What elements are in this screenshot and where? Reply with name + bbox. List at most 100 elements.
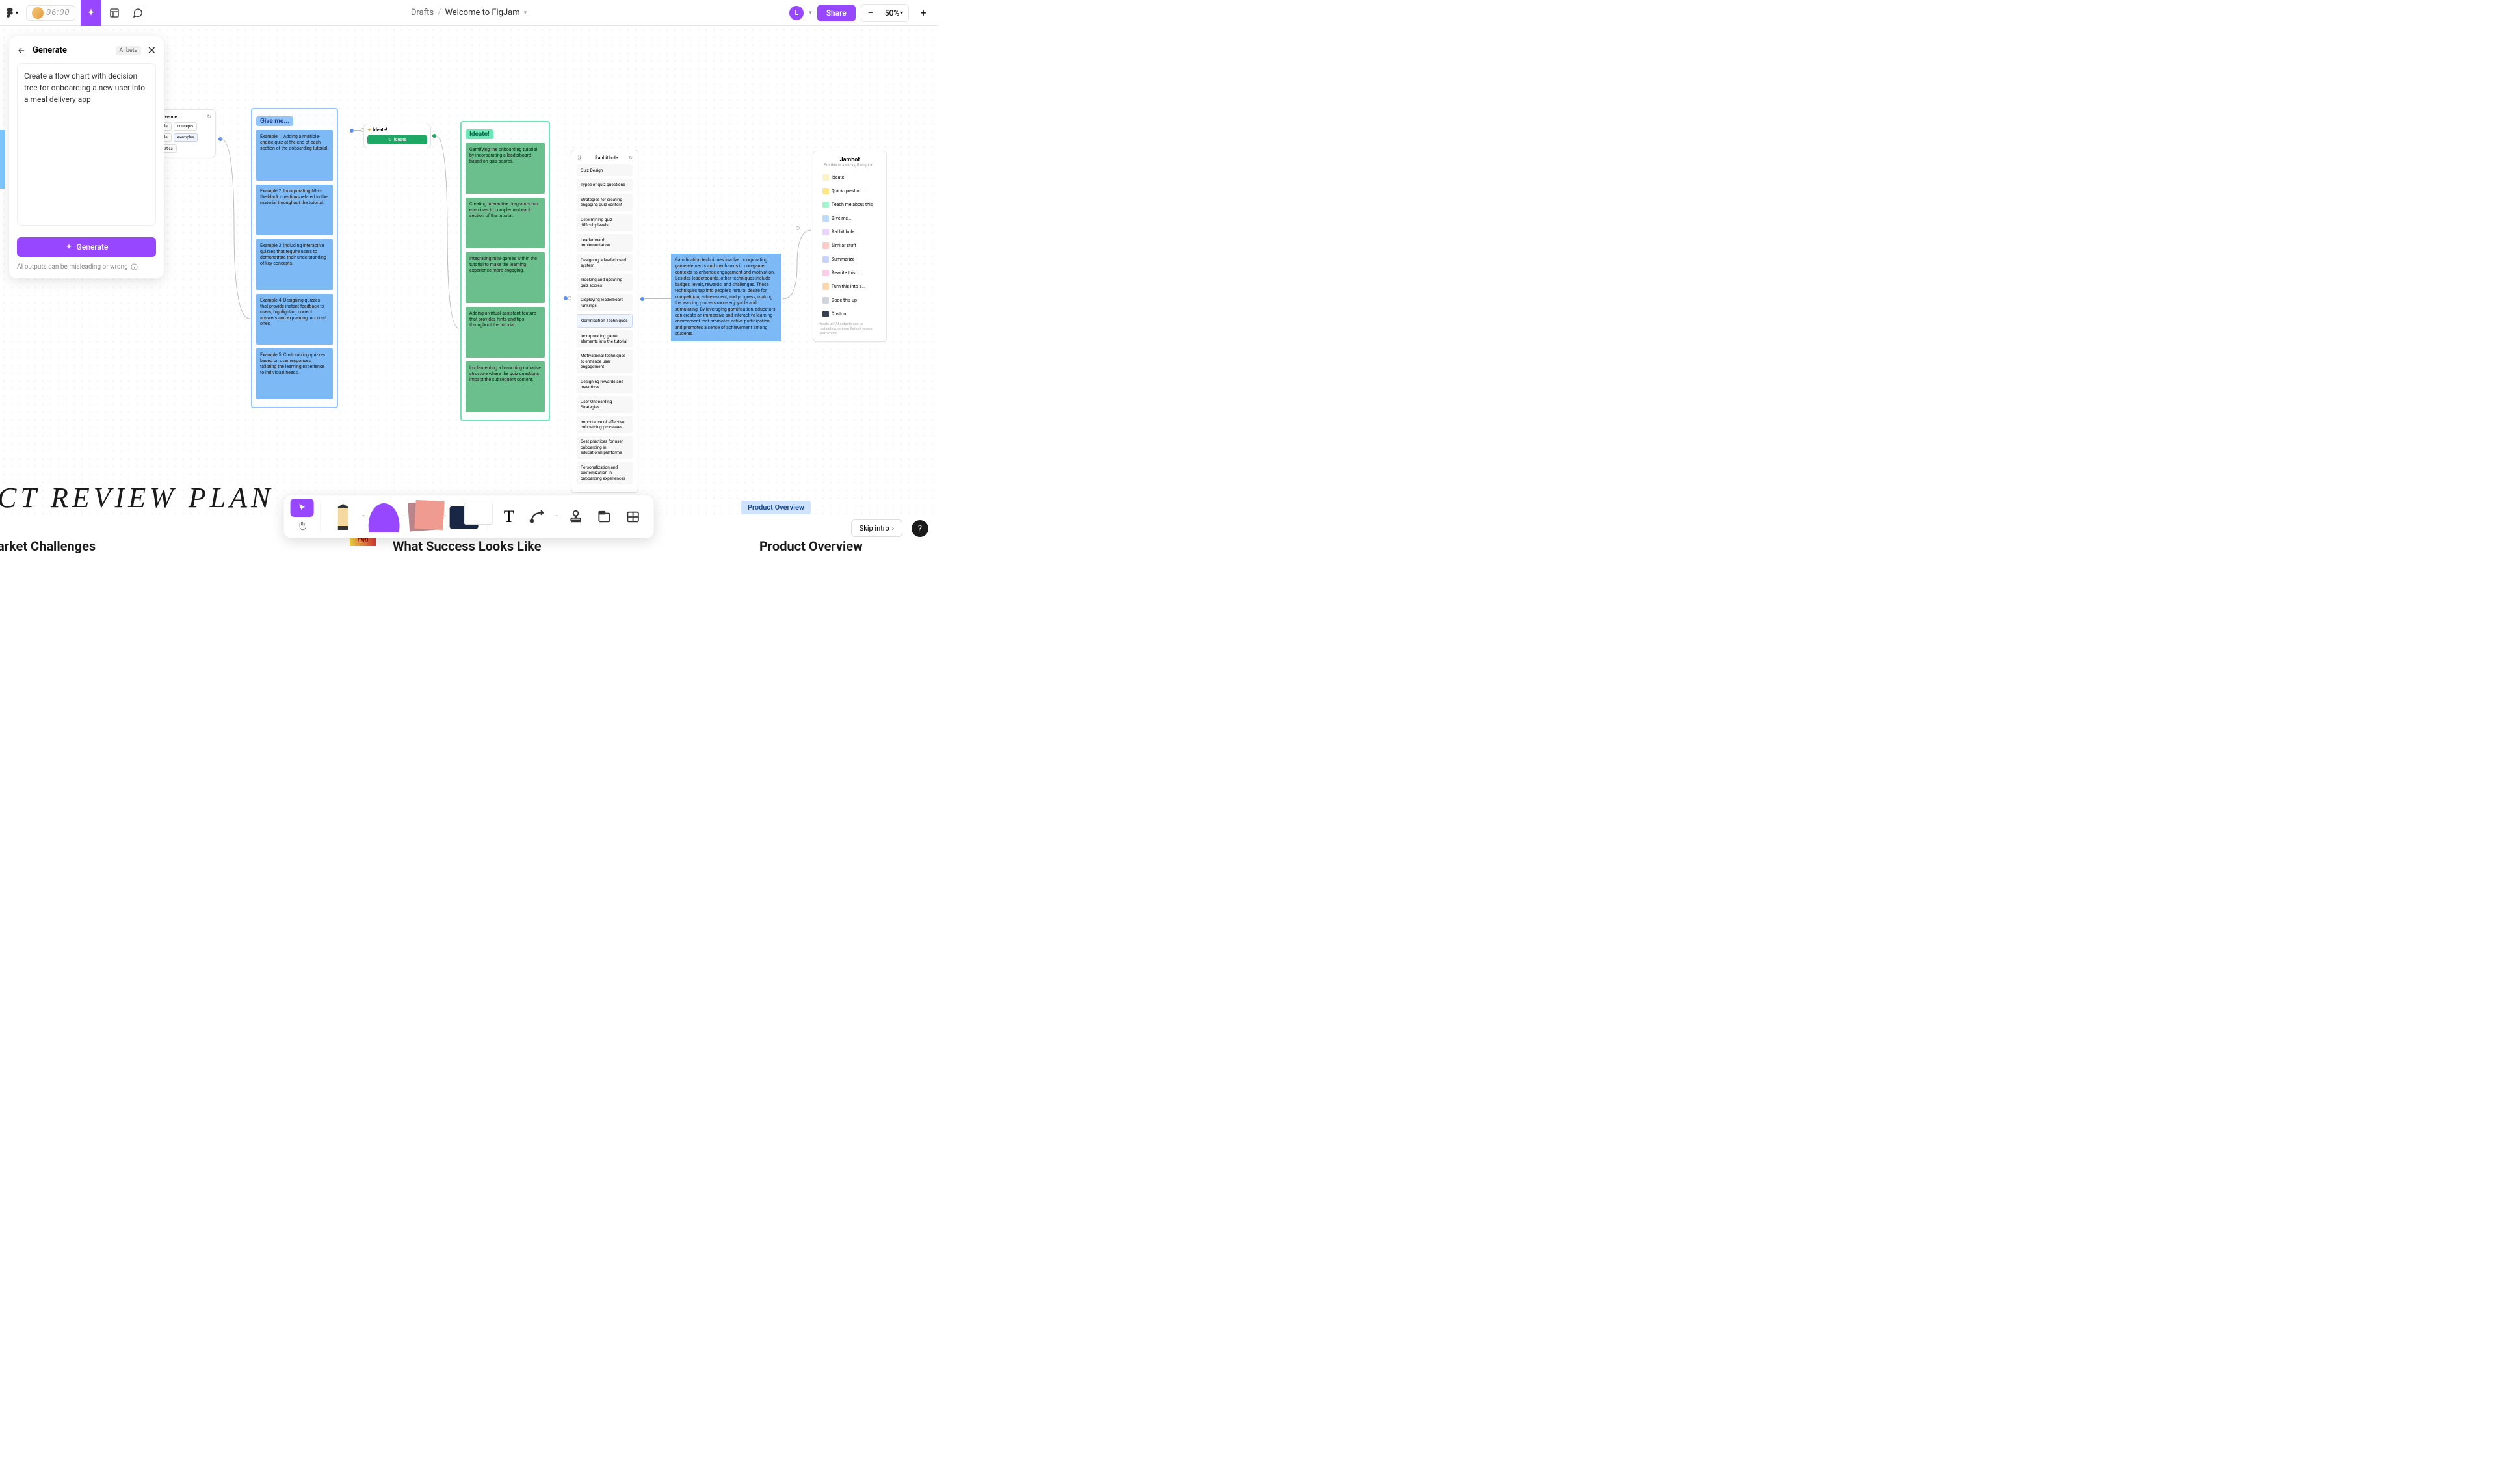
ideate-sticky[interactable]: Integrating mini-games within the tutori… <box>466 252 545 303</box>
jambot-item[interactable]: Summarize <box>819 254 881 265</box>
jambot-item[interactable]: Ideate! <box>819 172 881 183</box>
jambot-item[interactable]: Code this up <box>819 295 881 306</box>
breadcrumb[interactable]: Drafts / Welcome to FigJam ▾ <box>411 8 527 18</box>
chevron-up-icon[interactable]: ⌃ <box>552 514 562 520</box>
jambot-item[interactable]: Similar stuff <box>819 240 881 252</box>
sticky-tool[interactable] <box>409 501 440 532</box>
rabbit-item[interactable]: Designing rewards and incentives <box>577 376 633 393</box>
jambot-item[interactable]: Custom <box>819 308 881 320</box>
templates-button[interactable] <box>104 3 125 23</box>
back-button[interactable] <box>17 46 26 55</box>
rabbit-item-selected[interactable]: Gamification Techniques <box>577 314 633 327</box>
ai-sparkle-button[interactable] <box>81 0 101 26</box>
marker-tool[interactable] <box>328 501 359 532</box>
rabbit-item[interactable]: Importance of effective onboarding proce… <box>577 416 633 434</box>
text-tool[interactable]: T <box>495 499 523 535</box>
example-sticky[interactable]: Example 1: Adding a multiple-choice quiz… <box>256 130 333 181</box>
jambot-item[interactable]: Teach me about this <box>819 199 881 211</box>
share-button[interactable]: Share <box>817 5 856 21</box>
ideate-sticky[interactable]: Implementing a branching narrative struc… <box>466 361 545 412</box>
zoom-value[interactable]: 50%▾ <box>880 8 908 18</box>
chevron-up-icon[interactable]: ⌃ <box>399 514 409 520</box>
rabbit-item[interactable]: Incorporating game elements into the tut… <box>577 330 633 348</box>
example-sticky[interactable]: Example 2: Incorporating fill-in-the-bla… <box>256 185 333 235</box>
rabbit-hole-card[interactable]: Rabbit hole↻ Quiz Design Types of quiz q… <box>571 150 638 493</box>
info-icon[interactable] <box>131 263 138 270</box>
zoom-out-button[interactable]: − <box>861 7 880 19</box>
ideate-frame[interactable]: Ideate! Gamifying the onboarding tutoria… <box>460 121 550 421</box>
canvas[interactable]: Give me... ↻ le concepts le examples sti… <box>0 26 938 546</box>
widget-tool[interactable] <box>450 501 481 532</box>
rabbit-item[interactable]: Quiz Design <box>577 164 633 176</box>
widget-icon <box>450 503 481 531</box>
figma-menu[interactable]: ▾ <box>5 7 18 20</box>
giveme-mini-card[interactable]: Give me... ↻ le concepts le examples sti… <box>156 109 216 157</box>
ideate-mini-card[interactable]: Ideate! Ideate <box>363 124 431 148</box>
example-sticky[interactable]: Example 5: Customizing quizzes based on … <box>256 348 333 399</box>
rabbit-item[interactable]: Determining quiz difficulty levels <box>577 214 633 231</box>
rabbit-item[interactable]: Strategies for creating engaging quiz co… <box>577 194 633 211</box>
close-button[interactable]: ✕ <box>148 44 156 57</box>
rabbit-item[interactable]: Best practices for user onboarding in ed… <box>577 436 633 458</box>
bottom-toolbar: ⌃ ⌃ ⌃ T ⌃ <box>284 495 654 538</box>
timer-value: 06:00 <box>46 8 70 18</box>
examples-frame[interactable]: Give me... Example 1: Adding a multiple-… <box>251 108 338 408</box>
refresh-icon[interactable]: ↻ <box>629 155 633 161</box>
generate-button[interactable]: Generate <box>17 237 156 257</box>
breadcrumb-drafts[interactable]: Drafts <box>411 8 434 18</box>
skip-intro-button[interactable]: Skip intro› <box>851 519 902 537</box>
rabbit-item[interactable]: Tracking and updating quiz scores <box>577 274 633 291</box>
select-tool[interactable] <box>291 499 314 517</box>
pencil-icon <box>338 504 348 530</box>
jambot-item[interactable]: Give me... <box>819 213 881 224</box>
hand-tool[interactable] <box>291 517 314 535</box>
rabbit-item[interactable]: Displaying leaderboard rankings <box>577 294 633 311</box>
connector-tool[interactable] <box>523 499 552 535</box>
help-button[interactable]: ? <box>912 520 928 537</box>
jambot-item-icon <box>822 242 829 249</box>
jambot-panel[interactable]: Jambot Put this in a sticky, then pick..… <box>813 151 887 342</box>
ideate-pill-button[interactable]: Ideate <box>367 135 427 144</box>
shape-tool[interactable] <box>368 501 399 532</box>
example-sticky[interactable]: Example 4: Designing quizzes that provid… <box>256 294 333 345</box>
section-icon <box>597 510 611 524</box>
example-sticky[interactable]: Example 3: Including interactive quizzes… <box>256 239 333 290</box>
generate-title: Generate <box>33 46 109 55</box>
ideate-sticky[interactable]: Gamifying the onboarding tutorial by inc… <box>466 143 545 194</box>
comments-button[interactable] <box>127 3 148 23</box>
summary-sticky[interactable]: Gamification techniques involve incorpor… <box>671 254 781 341</box>
rabbit-item[interactable]: Leaderboard Implementation <box>577 234 633 252</box>
stamp-tool[interactable] <box>561 499 590 535</box>
chevron-down-icon[interactable]: ▾ <box>809 10 812 16</box>
chat-icon <box>133 8 143 18</box>
text-tools-segment: T ⌃ <box>491 498 651 536</box>
table-tool[interactable] <box>618 499 647 535</box>
chip[interactable]: concepts <box>174 122 198 131</box>
product-overview-label[interactable]: Product Overview <box>741 501 811 514</box>
jambot-item[interactable]: Quick question... <box>819 185 881 197</box>
chevron-up-icon[interactable]: ⌃ <box>359 514 369 520</box>
chip-selected[interactable]: examples <box>174 133 198 142</box>
jambot-item[interactable]: Rewrite this... <box>819 267 881 279</box>
jambot-item[interactable]: Rabbit hole <box>819 226 881 238</box>
rabbit-item[interactable]: Designing a leaderboard system <box>577 254 633 272</box>
generate-panel: Generate AI beta ✕ Create a flow chart w… <box>9 36 164 278</box>
user-avatar[interactable]: L <box>789 6 804 20</box>
rabbit-item[interactable]: Types of quiz questions <box>577 179 633 190</box>
ideate-sticky[interactable]: Adding a virtual assistant feature that … <box>466 307 545 358</box>
breadcrumb-separator: / <box>438 8 441 18</box>
jambot-item[interactable]: Turn this into a... <box>819 281 881 293</box>
section-tool[interactable] <box>590 499 618 535</box>
chevron-down-icon[interactable]: ▾ <box>524 10 527 16</box>
rabbit-item[interactable]: Motivational techniques to enhance user … <box>577 350 633 373</box>
timer-widget[interactable]: 06:00 <box>26 5 75 21</box>
prompt-textarea[interactable]: Create a flow chart with decision tree f… <box>17 63 156 226</box>
rabbit-item[interactable]: User Onboarding Strategies <box>577 396 633 413</box>
ideate-sticky[interactable]: Creating interactive drag-and-drop exerc… <box>466 198 545 248</box>
jambot-item-icon <box>822 283 829 290</box>
zoom-in-button[interactable]: + <box>914 4 932 22</box>
breadcrumb-title[interactable]: Welcome to FigJam <box>445 8 519 18</box>
partial-sticky-left[interactable] <box>0 130 5 189</box>
refresh-icon[interactable]: ↻ <box>207 114 211 120</box>
rabbit-item[interactable]: Personalization and customization in onb… <box>577 462 633 484</box>
